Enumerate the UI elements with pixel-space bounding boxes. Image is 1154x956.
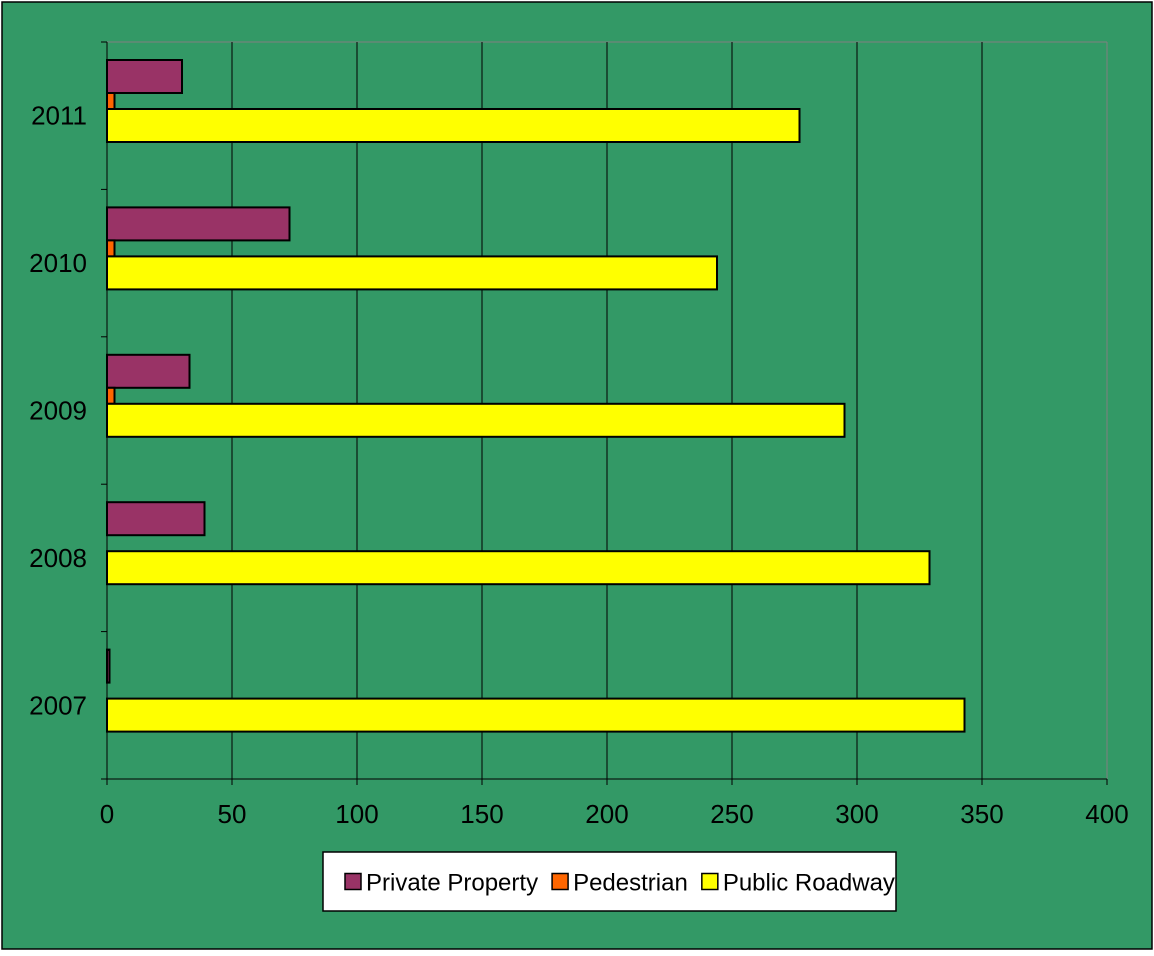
x-tick-label-250: 250 (710, 799, 753, 829)
legend-swatch-pedestrian (551, 872, 569, 891)
x-tick-labels: 0 50 100 150 200 250 300 350 400 (100, 799, 1129, 829)
x-tick-label-300: 300 (835, 799, 878, 829)
y-tick-label-2010: 2010 (29, 248, 87, 278)
legend-label-pedestrian: Pedestrian (573, 870, 688, 897)
bar-pedestrian-2010 (106, 239, 116, 258)
bar-private-property-2008 (106, 501, 206, 537)
x-tick-label-50: 50 (218, 799, 247, 829)
x-tick-label-0: 0 (100, 799, 114, 829)
x-tick-label-400: 400 (1085, 799, 1128, 829)
bar-public-roadway-2011 (106, 108, 801, 143)
y-tick-label-2008: 2008 (29, 543, 87, 573)
bar-public-roadway-2008 (106, 550, 931, 586)
legend-label-public-roadway: Public Roadway (723, 870, 895, 897)
x-tick-label-150: 150 (460, 799, 503, 829)
bar-private-property-2007 (106, 648, 111, 684)
legend-swatch-public-roadway (701, 872, 719, 891)
bars (106, 59, 966, 733)
x-tick-label-350: 350 (960, 799, 1003, 829)
bar-public-roadway-2007 (106, 697, 966, 733)
bar-public-roadway-2009 (106, 402, 846, 438)
legend: Private Property Pedestrian Public Roadway (322, 851, 897, 912)
y-tick-labels: 2007 2008 2009 2010 2011 (29, 101, 87, 721)
bar-private-property-2009 (106, 353, 191, 389)
bar-public-roadway-2010 (106, 255, 718, 291)
bar-private-property-2010 (106, 206, 291, 242)
y-tick-label-2009: 2009 (29, 396, 87, 426)
bar-pedestrian-2009 (106, 386, 116, 405)
legend-box (322, 851, 897, 912)
legend-label-private-property: Private Property (366, 870, 538, 897)
bar-pedestrian-2011 (106, 92, 116, 110)
legend-swatch-private-property (344, 872, 362, 891)
y-tick-label-2011: 2011 (31, 101, 87, 131)
x-tick-label-200: 200 (585, 799, 628, 829)
x-tick-label-100: 100 (335, 799, 378, 829)
bar-private-property-2011 (106, 59, 183, 94)
y-tick-label-2007: 2007 (29, 690, 87, 720)
